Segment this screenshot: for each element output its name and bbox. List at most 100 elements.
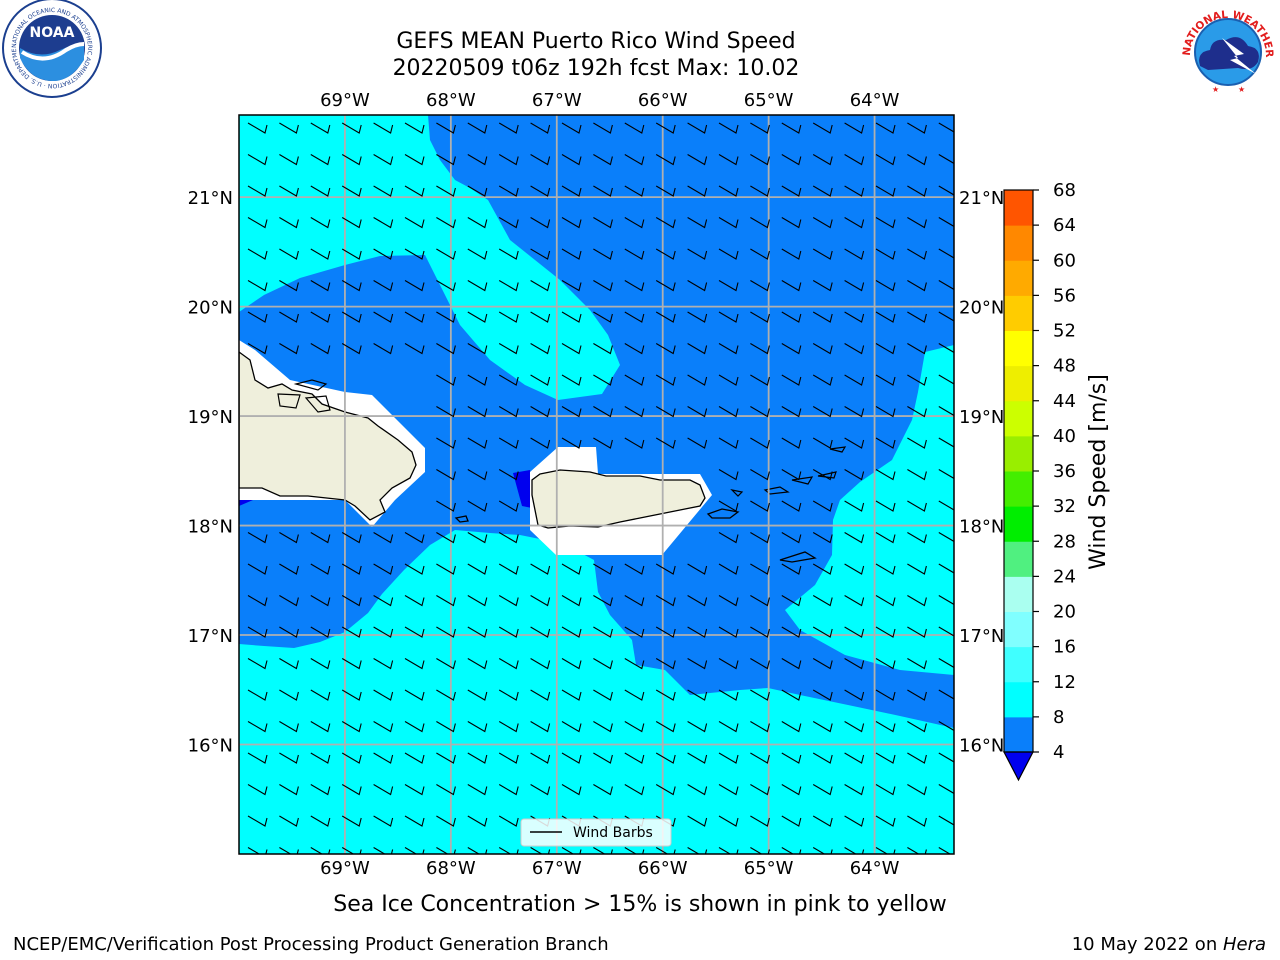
wind-barb bbox=[341, 311, 362, 323]
wind-barb bbox=[593, 658, 613, 670]
wind-barb bbox=[498, 626, 519, 638]
wind-barb bbox=[498, 154, 519, 166]
wind-barb bbox=[624, 784, 645, 796]
colorbar-segment bbox=[1004, 260, 1033, 296]
wind-barb bbox=[624, 626, 645, 638]
wind-barb bbox=[844, 469, 865, 481]
wind-barb bbox=[907, 815, 927, 827]
wind-barb bbox=[373, 532, 394, 544]
wind-barb bbox=[404, 185, 425, 197]
colorbar-tick-label: 16 bbox=[1053, 637, 1076, 658]
wind-barb bbox=[530, 595, 551, 607]
wind-barb bbox=[467, 469, 488, 481]
wind-barb bbox=[718, 563, 739, 575]
wind-barb bbox=[624, 406, 645, 418]
latitude-labels-right: 21°N 20°N 19°N 18°N 17°N 16°N bbox=[959, 188, 1004, 756]
wind-barb bbox=[750, 437, 770, 449]
wind-barb bbox=[593, 217, 613, 229]
wind-barb bbox=[812, 469, 833, 481]
wind-barb bbox=[279, 784, 299, 796]
wind-barb bbox=[404, 847, 425, 854]
wind-barb bbox=[687, 563, 708, 575]
wind-barb bbox=[687, 626, 708, 638]
lon-label: 69°W bbox=[320, 90, 370, 111]
wind-barb bbox=[750, 847, 770, 854]
wind-barb bbox=[844, 689, 865, 701]
wind-barb bbox=[718, 217, 739, 229]
wind-barb bbox=[436, 280, 456, 292]
lon-label: 64°W bbox=[850, 90, 900, 111]
wind-barb bbox=[781, 532, 802, 544]
wind-barb bbox=[687, 217, 708, 229]
wind-barb bbox=[467, 721, 488, 733]
wind-barb bbox=[341, 752, 362, 764]
wind-barb bbox=[907, 374, 927, 386]
longitude-labels-top: 69°W 68°W 67°W 66°W 65°W 64°W bbox=[320, 90, 900, 111]
wind-barb bbox=[875, 626, 896, 638]
colorbar-tick-label: 60 bbox=[1053, 250, 1076, 271]
lat-label: 21°N bbox=[959, 188, 1004, 209]
wind-barb bbox=[655, 563, 676, 575]
wind-barb bbox=[938, 374, 954, 385]
wind-barb bbox=[310, 343, 331, 355]
wind-barb bbox=[530, 406, 551, 418]
lon-label: 68°W bbox=[426, 90, 476, 111]
wind-barb bbox=[907, 217, 927, 229]
wind-barb bbox=[844, 343, 865, 355]
wind-barb bbox=[310, 154, 331, 166]
wind-barb bbox=[844, 280, 865, 292]
wind-barb bbox=[373, 626, 394, 638]
wind-barb bbox=[404, 689, 425, 701]
wind-barb bbox=[310, 721, 331, 733]
mona-island bbox=[454, 515, 469, 523]
wind-barb bbox=[341, 784, 362, 796]
wind-barb bbox=[655, 784, 676, 796]
wind-barb bbox=[875, 752, 896, 764]
wind-barb bbox=[718, 437, 739, 449]
colorbar-tick-label: 36 bbox=[1053, 461, 1076, 482]
wind-barb bbox=[655, 437, 676, 449]
lat-label: 18°N bbox=[188, 517, 233, 538]
wind-barb bbox=[938, 311, 954, 322]
wind-barb bbox=[593, 122, 613, 134]
wind-barb bbox=[247, 532, 268, 544]
wind-barb bbox=[498, 185, 519, 197]
wind-barb bbox=[498, 280, 519, 292]
wind-barb bbox=[498, 469, 519, 481]
wind-barb bbox=[875, 563, 896, 575]
wind-barb bbox=[750, 122, 770, 134]
wind-barb bbox=[781, 721, 802, 733]
wind-barb bbox=[781, 185, 802, 197]
wind-barb bbox=[467, 500, 488, 512]
wind-barb bbox=[844, 311, 865, 323]
wind-barb bbox=[279, 847, 299, 854]
wind-barb bbox=[561, 437, 582, 449]
wind-barb bbox=[404, 154, 425, 166]
wind-barb bbox=[718, 815, 739, 827]
wind-barb bbox=[812, 500, 833, 512]
wind-barb bbox=[875, 658, 896, 670]
wind-barb bbox=[247, 185, 268, 197]
wind-barb bbox=[561, 689, 582, 701]
lon-label: 67°W bbox=[532, 858, 582, 879]
wind-barb bbox=[561, 248, 582, 260]
wind-barb bbox=[436, 185, 456, 197]
wind-barb bbox=[938, 815, 954, 826]
wind-barb bbox=[341, 122, 362, 134]
wind-barb bbox=[938, 500, 954, 511]
wind-barb bbox=[938, 563, 954, 574]
wind-barb bbox=[279, 248, 299, 260]
wind-barb bbox=[310, 532, 331, 544]
graticule bbox=[239, 115, 954, 854]
wind-barb bbox=[373, 689, 394, 701]
wind-barb bbox=[750, 563, 770, 575]
wind-barb bbox=[718, 374, 739, 386]
wind-barb bbox=[624, 437, 645, 449]
wind-barb bbox=[750, 626, 770, 638]
wind-barb bbox=[781, 752, 802, 764]
wind-barb bbox=[498, 406, 519, 418]
wind-barb bbox=[624, 185, 645, 197]
wind-barb bbox=[624, 122, 645, 134]
wind-barb bbox=[844, 122, 865, 134]
wind-speed-4-8-region bbox=[239, 115, 954, 728]
